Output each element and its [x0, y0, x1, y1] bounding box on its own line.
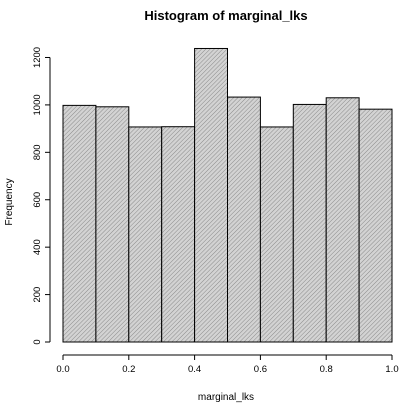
- histogram-bar-1: [95, 106, 130, 343]
- y-tick-label: 1200: [32, 47, 43, 68]
- x-axis-label: marginal_lks: [198, 392, 254, 403]
- histogram-bar-8: [325, 97, 360, 343]
- x-tick-label: 0.2: [122, 364, 135, 375]
- y-tick-label: 600: [32, 192, 43, 208]
- y-axis: 0 200 400 600 800 1000 1200: [32, 47, 51, 345]
- y-tick-label: 200: [32, 287, 43, 303]
- x-tick-label: 1.0: [385, 364, 398, 375]
- chart-title: Histogram of marginal_lks: [144, 8, 307, 23]
- histogram-bar-5: [227, 96, 261, 343]
- histogram-bar-2: [128, 126, 163, 343]
- x-tick-label: 0.0: [56, 364, 69, 375]
- x-tick-label: 0.6: [254, 364, 267, 375]
- bars-group: [62, 47, 393, 343]
- x-tick-label: 0.8: [320, 364, 333, 375]
- y-tick-label: 800: [32, 144, 43, 160]
- y-tick-label: 0: [32, 339, 43, 344]
- y-tick-label: 400: [32, 239, 43, 255]
- x-tick-label: 0.4: [188, 364, 201, 375]
- y-axis-label: Frequency: [4, 178, 15, 225]
- histogram-bar-0: [62, 104, 97, 343]
- histogram-bar-6: [259, 126, 294, 343]
- x-axis: 0.0 0.2 0.4 0.6 0.8 1.0: [56, 354, 399, 375]
- histogram-bar-9: [358, 108, 393, 343]
- y-tick-label: 1000: [32, 94, 43, 115]
- histogram-bar-4: [194, 47, 229, 343]
- histogram-bar-7: [292, 103, 327, 343]
- histogram-bar-3: [161, 126, 196, 343]
